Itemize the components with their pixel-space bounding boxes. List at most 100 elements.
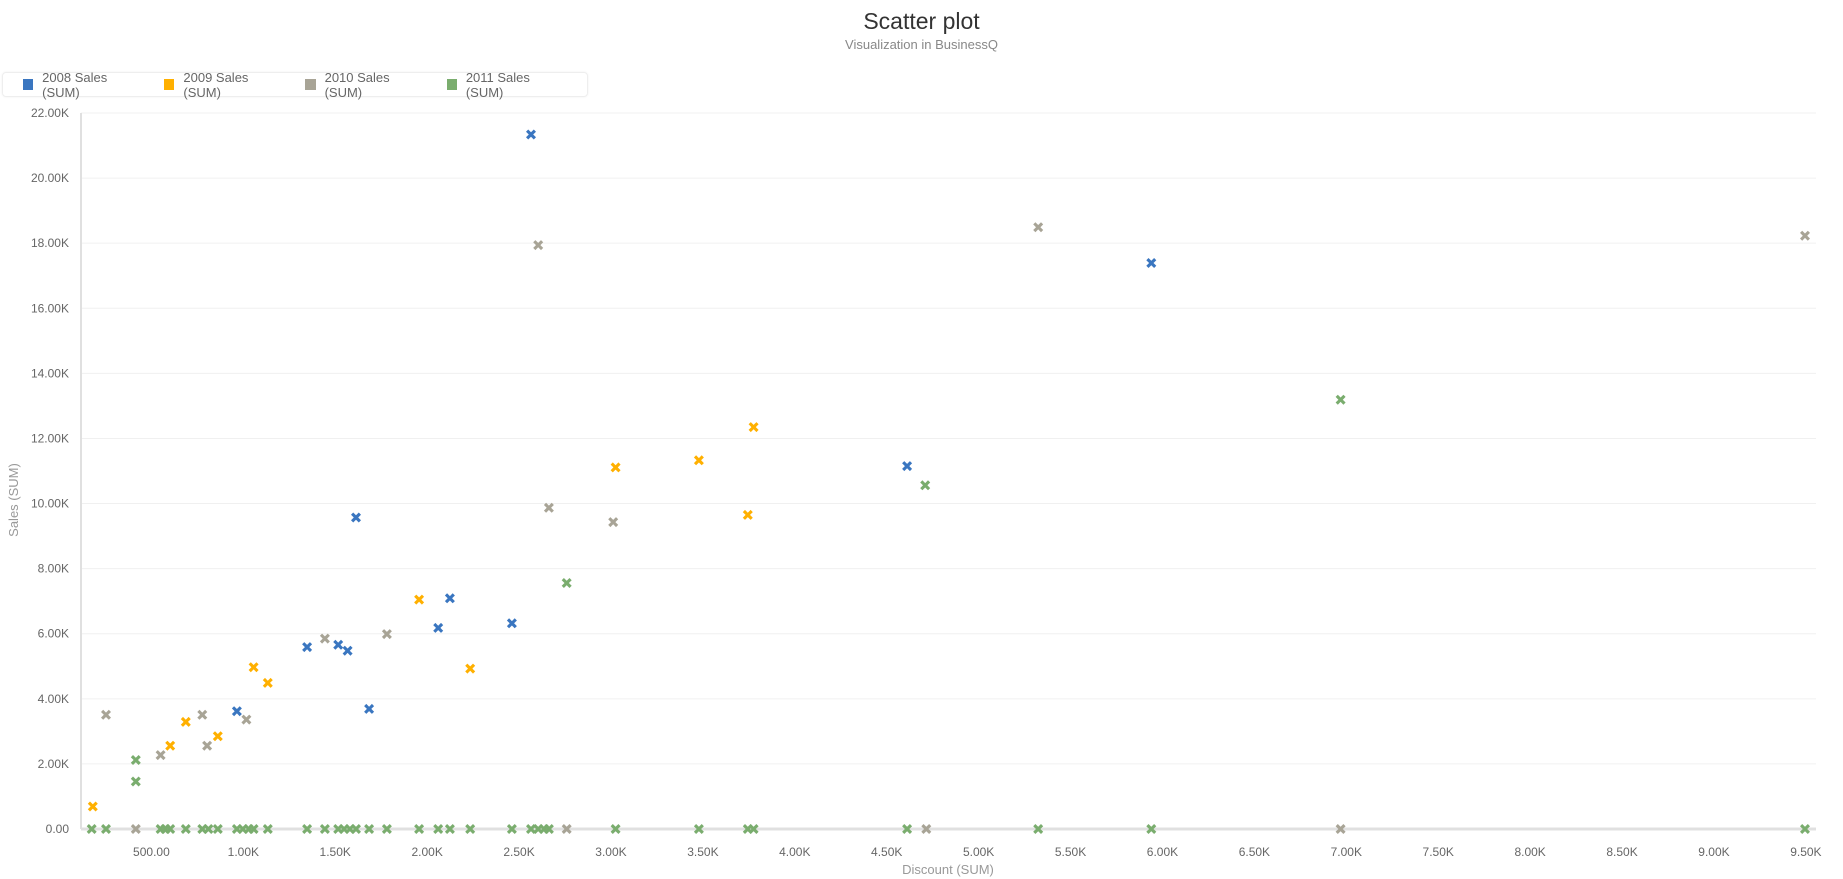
- x-tick-label: 1.50K: [320, 845, 351, 859]
- y-tick-label: 12.00K: [31, 431, 69, 445]
- data-point: [465, 824, 476, 834]
- legend-item-2011[interactable]: 2011 Sales (SUM): [446, 69, 563, 100]
- x-tick-label: 500.00: [133, 845, 170, 859]
- legend-swatch: [446, 79, 457, 90]
- data-point: [262, 677, 273, 688]
- data-point: [302, 824, 313, 834]
- y-tick-label: 22.00K: [31, 106, 69, 120]
- data-point: [130, 824, 141, 834]
- data-point: [610, 462, 621, 473]
- data-point: [748, 824, 759, 834]
- gridlines: [81, 112, 1816, 765]
- y-tick-label: 18.00K: [31, 236, 69, 250]
- legend-swatch: [164, 79, 175, 90]
- y-tick-label: 10.00K: [31, 497, 69, 511]
- x-tick-label: 3.50K: [687, 845, 718, 859]
- y-tick-label: 20.00K: [31, 171, 69, 185]
- data-point: [333, 639, 344, 650]
- y-tick-label: 14.00K: [31, 366, 69, 380]
- data-point: [433, 824, 444, 834]
- legend-label: 2011 Sales (SUM): [465, 69, 530, 100]
- data-point: [130, 776, 141, 787]
- x-tick-label: 5.50K: [1055, 845, 1086, 859]
- data-point: [1033, 222, 1044, 233]
- x-tick-label: 8.50K: [1606, 845, 1637, 859]
- y-tick-label: 4.00K: [38, 692, 69, 706]
- series-2008: [231, 129, 1157, 717]
- markers: [86, 129, 1810, 834]
- data-point: [381, 629, 392, 640]
- data-point: [1335, 394, 1346, 405]
- legend-item-2008[interactable]: 2008 Sales (SUM): [23, 70, 140, 100]
- y-tick-label: 16.00K: [31, 301, 69, 315]
- legend-item-2009[interactable]: 2009 Sales (SUM): [164, 70, 281, 100]
- data-point: [693, 824, 704, 834]
- data-point: [526, 824, 536, 834]
- data-point: [364, 824, 375, 834]
- data-point: [101, 824, 111, 834]
- data-point: [543, 824, 554, 834]
- y-tick-label: 8.00K: [38, 562, 69, 576]
- data-point: [414, 594, 425, 605]
- data-point: [920, 480, 931, 491]
- data-point: [319, 824, 330, 834]
- data-point: [748, 422, 759, 433]
- chart-subtitle: Visualization in BusinessQ: [845, 37, 998, 52]
- data-point: [231, 706, 242, 717]
- data-point: [610, 824, 621, 834]
- data-point: [165, 740, 176, 751]
- data-point: [465, 663, 476, 674]
- data-point: [180, 716, 191, 727]
- series-2011: [86, 394, 1810, 834]
- x-axis-title: Discount (SUM): [902, 862, 994, 877]
- x-tick-label: 4.50K: [871, 845, 902, 859]
- data-point: [693, 455, 704, 466]
- x-tick-label: 7.50K: [1423, 845, 1454, 859]
- data-point: [130, 755, 141, 765]
- data-point: [165, 824, 176, 834]
- data-point: [364, 703, 375, 714]
- legend-label: 2009 Sales (SUM): [183, 69, 249, 100]
- data-point: [1800, 230, 1810, 241]
- x-tick-label: 3.00K: [595, 845, 626, 859]
- x-tick-label: 4.00K: [779, 845, 810, 859]
- data-point: [561, 824, 572, 834]
- x-tick-label: 6.50K: [1239, 845, 1270, 859]
- x-tick-label: 5.00K: [963, 845, 994, 859]
- x-tick-label: 6.00K: [1147, 845, 1178, 859]
- data-point: [302, 642, 313, 653]
- y-tick-label: 0.00: [46, 822, 70, 836]
- data-point: [902, 824, 913, 834]
- data-point: [543, 502, 554, 513]
- legend-item-2010[interactable]: 2010 Sales (SUM): [305, 70, 422, 100]
- chart-title: Scatter plot: [863, 8, 980, 34]
- data-point: [319, 633, 330, 644]
- legend-label: 2010 Sales (SUM): [324, 69, 390, 100]
- y-axis-title: Sales (SUM): [6, 463, 21, 537]
- data-point: [561, 578, 572, 588]
- data-point: [533, 240, 544, 251]
- x-tick-label: 9.50K: [1790, 845, 1821, 859]
- data-point: [742, 509, 753, 520]
- data-point: [444, 824, 455, 834]
- data-point: [155, 750, 166, 761]
- data-point: [351, 512, 361, 523]
- legend-swatch: [305, 79, 316, 90]
- data-point: [87, 801, 98, 812]
- data-point: [203, 824, 214, 834]
- data-point: [248, 824, 259, 834]
- series-2009: [87, 422, 759, 812]
- data-point: [180, 824, 191, 834]
- data-point: [86, 824, 97, 834]
- data-point: [212, 731, 223, 742]
- data-point: [506, 824, 517, 834]
- data-point: [197, 709, 208, 720]
- data-point: [921, 824, 932, 834]
- data-point: [902, 461, 913, 472]
- y-tick-label: 2.00K: [38, 757, 69, 771]
- y-tick-label: 6.00K: [38, 627, 69, 641]
- data-point: [241, 714, 252, 725]
- data-point: [351, 824, 361, 834]
- x-tick-label: 1.00K: [228, 845, 259, 859]
